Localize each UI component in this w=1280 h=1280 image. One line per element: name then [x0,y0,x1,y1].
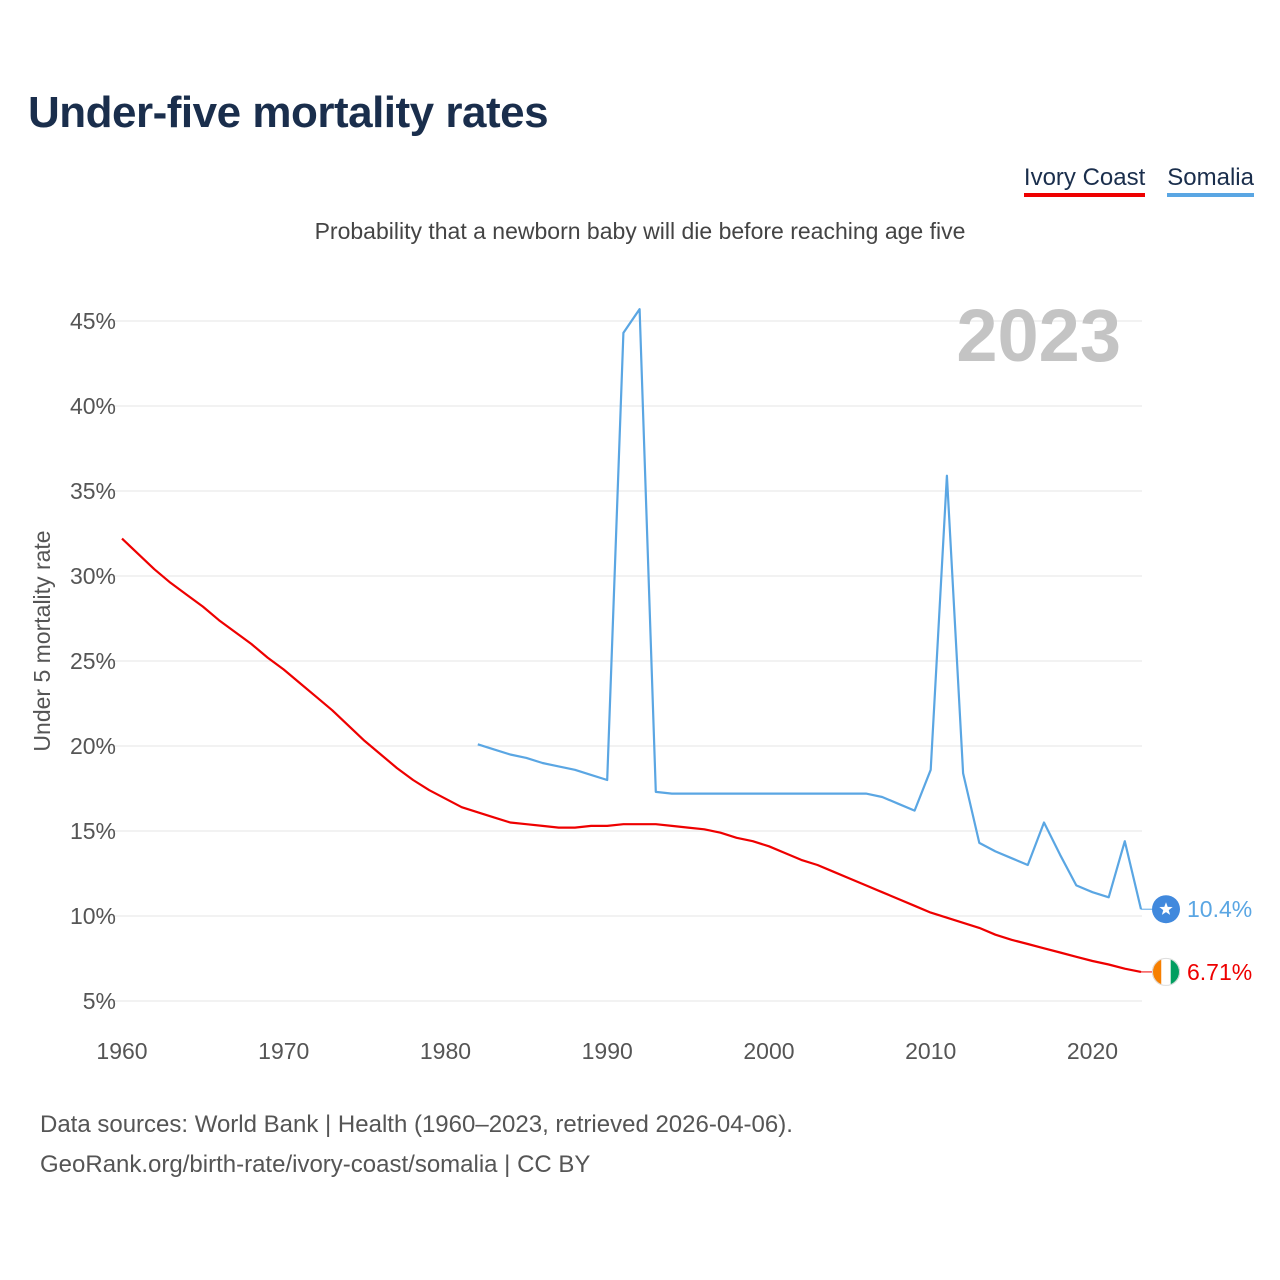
end-value-label: 10.4% [1187,896,1252,922]
series-lines [121,308,1143,973]
y-axis-label: Under 5 mortality rate [29,530,55,751]
x-tick-label: 1980 [420,1038,471,1064]
y-tick-label: 25% [70,648,116,674]
series-line-somalia[interactable] [477,308,1143,910]
y-tick-label: 45% [70,308,116,334]
x-tick-label: 2010 [905,1038,956,1064]
y-tick-label: 40% [70,393,116,419]
x-tick-label: 1970 [258,1038,309,1064]
somalia-flag-icon [1152,895,1180,924]
y-tick-label: 15% [70,818,116,844]
chart-subtitle: Probability that a newborn baby will die… [314,218,966,244]
x-tick-label: 1960 [96,1038,147,1064]
y-tick-label: 10% [70,903,116,929]
ivory-coast-flag-icon [1152,957,1180,986]
y-axis-ticks: 5% 10% 15% 20% 25% 30% 35% 40% 45% [70,308,116,1014]
y-tick-label: 35% [70,478,116,504]
legend: Ivory Coast Somalia [1023,164,1254,197]
y-tick-label: 30% [70,563,116,589]
footer: Data sources: World Bank | Health (1960–… [40,1105,793,1185]
series-line-ivory-coast[interactable] [121,537,1142,973]
chart-title: Under-five mortality rates [28,88,549,137]
y-tick-label: 20% [70,733,116,759]
y-tick-label: 5% [83,988,116,1014]
legend-item-ivory-coast[interactable]: Ivory Coast [1023,164,1146,197]
line-chart: 5%10%15%20%25%30%35%40%45% 1960 1970 1980 1… [29,294,1252,1064]
year-watermark: 2023 [956,294,1121,377]
end-value-label: 6.71% [1187,959,1252,985]
source-link[interactable]: GeoRank.org/birth-rate/ivory-coast/somal… [40,1151,591,1178]
x-tick-label: 2000 [743,1038,794,1064]
x-tick-label: 2020 [1067,1038,1118,1064]
data-source-note: Data sources: World Bank | Health (1960–… [40,1111,793,1138]
legend-item-somalia[interactable]: Somalia [1167,164,1254,197]
series-end-labels: 6.71% 10.4% [1141,895,1252,986]
x-axis-ticks: 1960 1970 1980 1990 2000 2010 2020 [96,1038,1118,1064]
x-tick-label: 1990 [582,1038,633,1064]
